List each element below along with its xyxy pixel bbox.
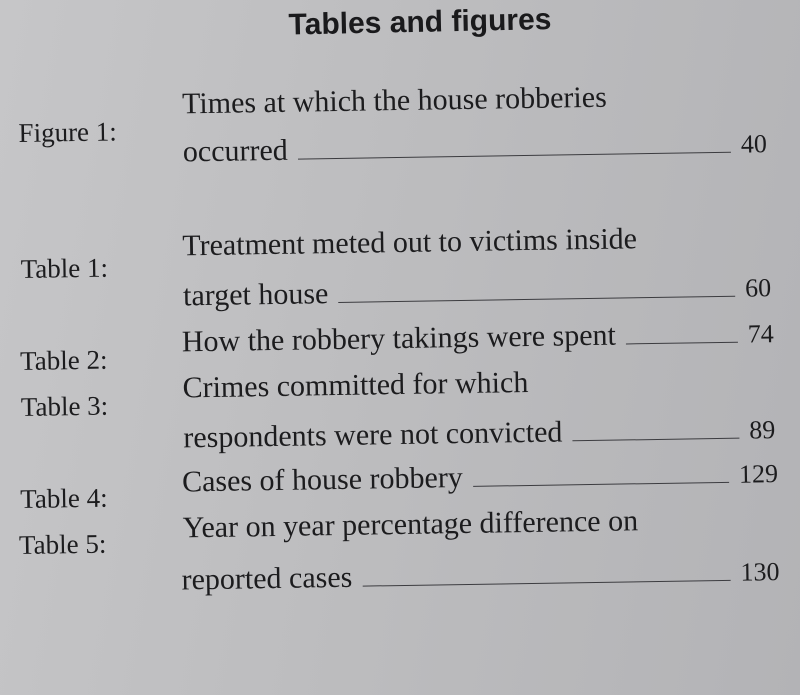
entry-title-continued: target house [182, 277, 329, 313]
entry-label: Table 1: [20, 252, 109, 284]
entry-title-line-2: respondents were not convicted 89 [183, 412, 775, 456]
entry-label: Table 4: [20, 482, 108, 514]
entry-label: Figure 1: [18, 116, 118, 148]
entry-title: Cases of house robbery [181, 461, 464, 499]
dot-leader [625, 340, 738, 345]
entry-title-continued: reported cases [181, 560, 353, 597]
page-number: 60 [744, 273, 772, 303]
entry-label: Table 3: [20, 390, 109, 422]
dot-leader [338, 294, 736, 303]
page-number: 129 [738, 459, 779, 489]
entry-title-continued: occurred [182, 133, 289, 169]
entry-title-line-1: Year on year percentage difference on [182, 504, 639, 545]
entry-title-continued: respondents were not convicted [183, 415, 563, 455]
page-number: 89 [749, 415, 776, 445]
page-number: 40 [740, 129, 768, 159]
entry-title-line-2: occurred 40 [183, 126, 767, 170]
toc-entry-table-2: Table 2: How the robbery takings were sp… [0, 0, 794, 376]
entry-title-line-2: target house 60 [183, 270, 771, 314]
entry-title: How the robbery takings were spent [181, 318, 617, 359]
entry-title-line-1: Treatment meted out to victims inside [182, 222, 638, 263]
toc-entry-table-5: Table 5: Year on year percentage differe… [0, 0, 794, 596]
dot-leader [362, 578, 731, 587]
entry-title-line-1: Times at which the house robberies [181, 80, 607, 121]
page-number: 130 [740, 557, 780, 587]
dot-leader [572, 436, 740, 442]
entry-label: Table 2: [19, 344, 108, 376]
toc-entry-table-1: Table 1: Treatment meted out to victims … [0, 0, 794, 312]
dot-leader [472, 480, 730, 487]
entry-label: Table 5: [18, 528, 107, 561]
entry-title-line-1: Crimes committed for which [182, 365, 529, 405]
entry-title-line-2: reported cases 130 [181, 554, 779, 598]
dot-leader [297, 150, 731, 160]
toc-entry-figure-1: Figure 1: Times at which the house robbe… [0, 0, 794, 169]
toc-entry-table-3: Table 3: Crimes committed for which resp… [0, 0, 794, 454]
entry-title-line-2: How the robbery takings were spent 74 [182, 316, 774, 360]
entry-title-line-2: Cases of house robbery 129 [182, 456, 778, 500]
toc-entry-table-4: Table 4: Cases of house robbery 129 [0, 0, 794, 514]
page-number: 74 [747, 319, 775, 349]
